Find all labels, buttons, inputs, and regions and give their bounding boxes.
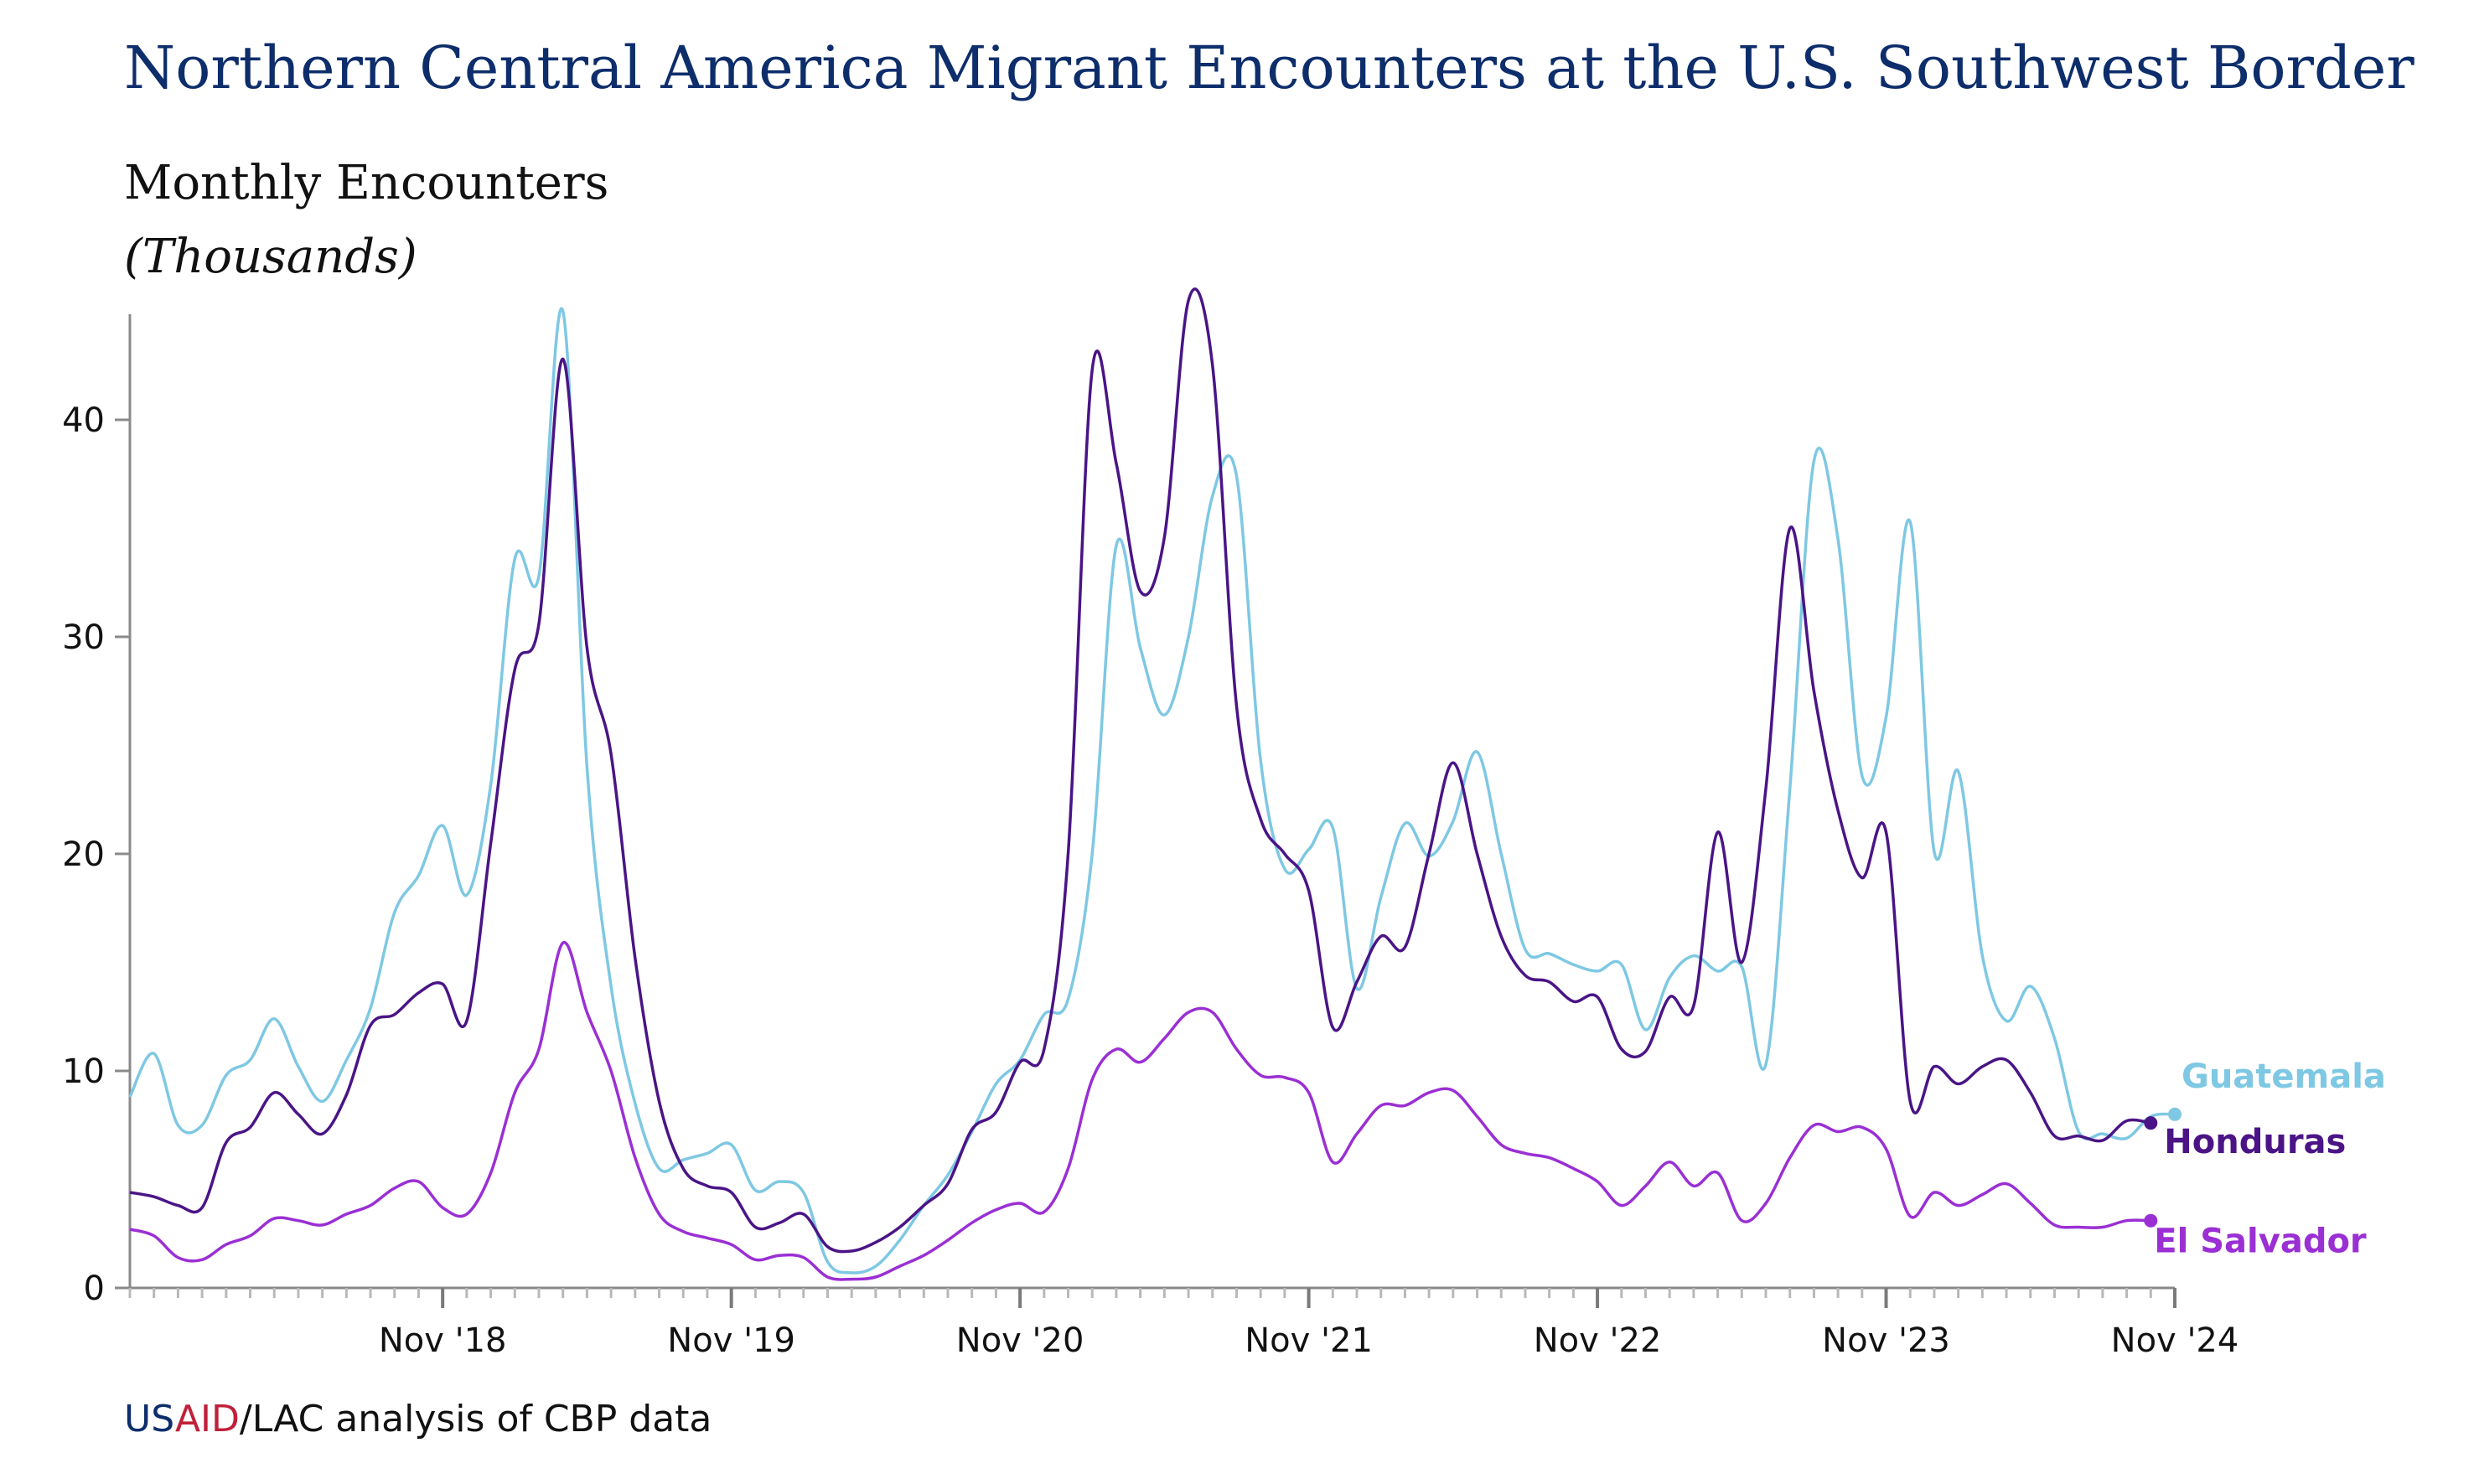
series-end-point-honduras: [2144, 1116, 2158, 1130]
source-note: USAID/LAC analysis of CBP data: [124, 1398, 712, 1440]
chart-axes: 0 10 20 30 40 Nov '18 Nov '19 Nov '20 Nov '21 Nov…: [62, 314, 2239, 1360]
chart-series-lines: [128, 287, 2182, 1281]
series-label-el-salvador: El Salvador: [2154, 1223, 2367, 1261]
series-line-guatemala: [128, 307, 2176, 1275]
series-label-guatemala: Guatemala: [2182, 1057, 2386, 1096]
x-tick-label: Nov '18: [379, 1321, 507, 1360]
x-tick-label: Nov '23: [1822, 1321, 1950, 1360]
x-tick-label: Nov '22: [1534, 1321, 1662, 1360]
chart-title: Northern Central America Migrant Encount…: [124, 34, 2414, 102]
y-tick-label: 40: [62, 401, 105, 440]
series-end-point-el-salvador: [2144, 1213, 2158, 1228]
series-line-honduras: [129, 287, 2151, 1254]
series-label-honduras: Honduras: [2164, 1123, 2346, 1161]
y-axis-unit-label: (Thousands): [124, 230, 417, 284]
series-end-point-guatemala: [2168, 1107, 2182, 1121]
x-tick-label: Nov '24: [2111, 1321, 2239, 1360]
source-aid: AID: [174, 1398, 240, 1440]
x-tick-label: Nov '20: [956, 1321, 1084, 1360]
y-tick-label: 30: [62, 618, 105, 657]
source-us: US: [124, 1398, 175, 1440]
chart-subtitle: Monthly Encounters: [124, 156, 609, 210]
y-tick-label: 10: [62, 1052, 105, 1091]
chart-series-labels: Guatemala El Salvador Honduras: [2154, 1057, 2386, 1261]
y-tick-label: 20: [62, 835, 105, 874]
series-line-el-salvador: [129, 941, 2151, 1281]
source-text: /LAC analysis of CBP data: [239, 1398, 712, 1440]
x-tick-label: Nov '21: [1245, 1321, 1373, 1360]
y-tick-label: 0: [84, 1269, 105, 1308]
x-tick-label: Nov '19: [667, 1321, 795, 1360]
